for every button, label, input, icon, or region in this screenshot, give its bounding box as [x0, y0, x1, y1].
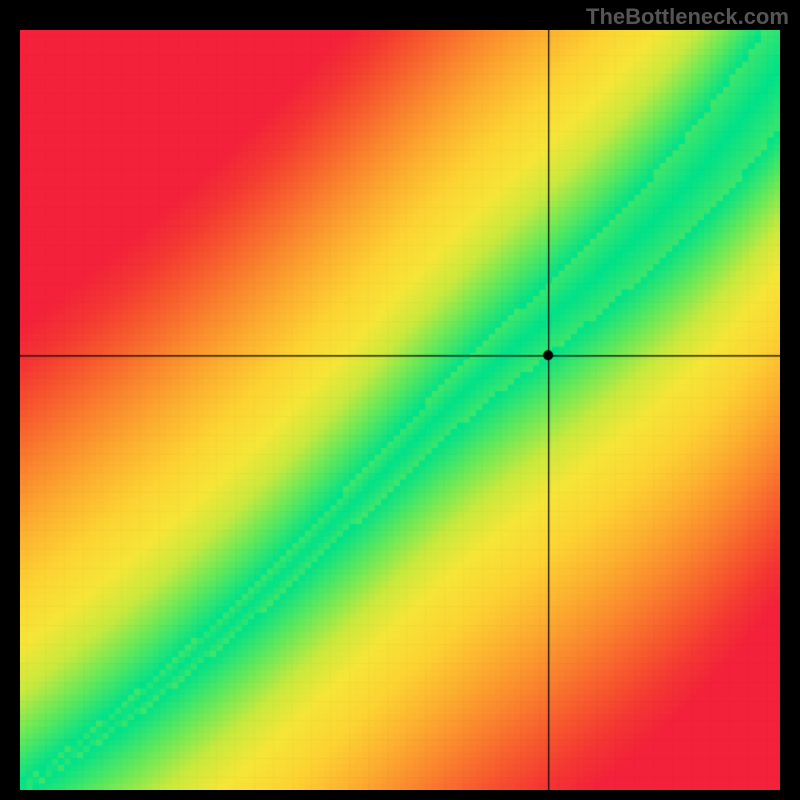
heatmap-canvas [20, 30, 780, 790]
heatmap-plot [20, 30, 780, 790]
chart-container: { "canvas": { "width_px": 800, "height_p… [0, 0, 800, 800]
watermark-text: TheBottleneck.com [586, 4, 789, 30]
